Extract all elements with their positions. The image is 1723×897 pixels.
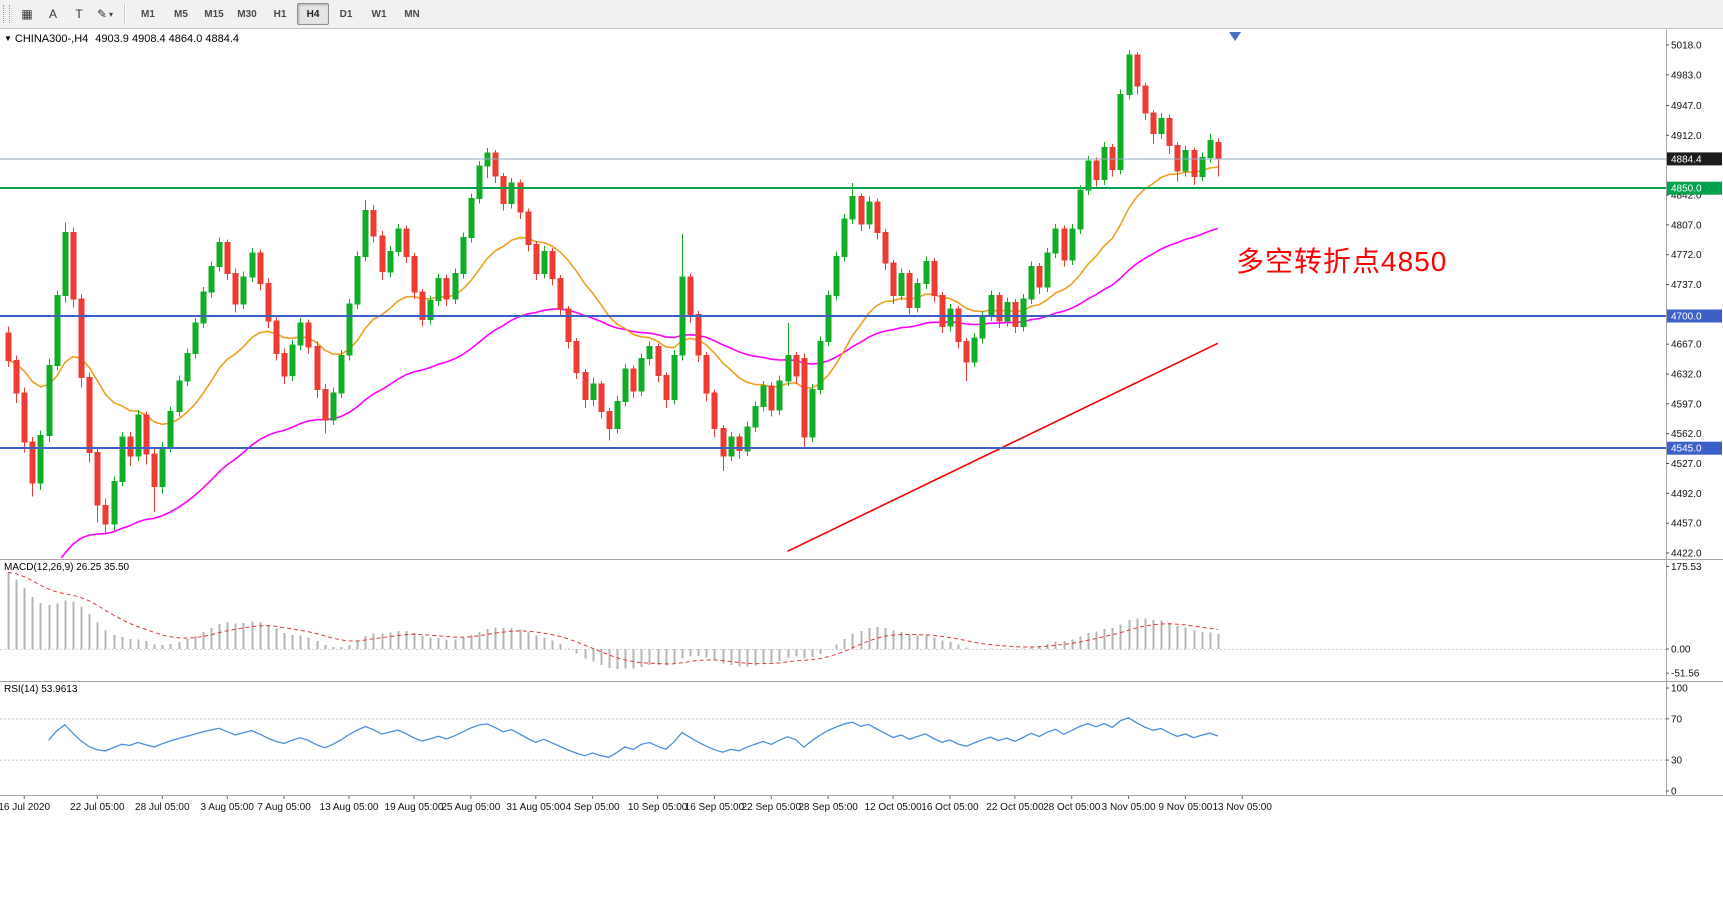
price-badge-label: 4700.0: [1671, 312, 1702, 323]
macd-scale-label: 175.53: [1671, 562, 1702, 573]
quote-ohlc-values: 4903.9 4908.4 4864.0 4884.4: [95, 33, 240, 45]
toolbar-separator: [124, 4, 126, 24]
price-badge-label: 4545.0: [1671, 444, 1702, 455]
rsi-scale-label: 100: [1671, 684, 1688, 695]
time-tick-label: 22 Oct 05:00: [986, 802, 1044, 813]
price-tick-label: 4492.0: [1671, 489, 1702, 500]
time-tick-label: 9 Nov 05:00: [1158, 802, 1212, 813]
time-tick-label: 28 Oct 05:00: [1043, 802, 1101, 813]
cursor-button[interactable]: A: [41, 2, 65, 26]
timeframe-mn-button[interactable]: MN: [404, 8, 420, 20]
macd-indicator-label: MACD(12,26,9) 26.25 35.50: [4, 562, 130, 573]
price-tick-label: 4912.0: [1671, 131, 1702, 142]
chart-main-panel[interactable]: [0, 30, 1666, 558]
cursor-a-icon: A: [48, 7, 57, 21]
price-tick-label: 4457.0: [1671, 519, 1702, 530]
timeframe-w1-button[interactable]: W1: [371, 8, 387, 20]
time-tick-label: 3 Aug 05:00: [201, 802, 255, 813]
price-tick-label: 4667.0: [1671, 340, 1702, 351]
time-tick-label: 7 Aug 05:00: [257, 802, 311, 813]
chart-shift-marker-icon[interactable]: [1229, 32, 1241, 41]
rsi-scale-label: 30: [1671, 756, 1683, 767]
text-tool-button[interactable]: T: [67, 2, 91, 26]
text-tool-icon: T: [75, 7, 83, 21]
time-tick-label: 22 Sep 05:00: [742, 802, 802, 813]
price-tick-label: 5018.0: [1671, 41, 1702, 52]
price-axis[interactable]: [1666, 30, 1723, 795]
price-tick-label: 4983.0: [1671, 70, 1702, 81]
price-badge: [1667, 441, 1722, 455]
price-tick-label: 4527.0: [1671, 459, 1702, 470]
rsi-panel[interactable]: [0, 682, 1666, 794]
price-badge: [1667, 181, 1722, 195]
macd-panel[interactable]: [0, 560, 1666, 680]
time-tick-label: 16 Sep 05:00: [685, 802, 745, 813]
toolbar: ▦ A T ✎ ▾ M1 M5 M15 M30 H1 H4 D1 W1 MN: [0, 0, 1723, 29]
price-tick-label: 4632.0: [1671, 370, 1702, 381]
price-tick-label: 4562.0: [1671, 429, 1702, 440]
chart-grid-icon: ▦: [21, 7, 33, 21]
rsi-line: [48, 717, 1219, 758]
timeframe-m15-button[interactable]: M15: [204, 8, 224, 20]
timeframe-m30-button[interactable]: M30: [237, 8, 257, 20]
symbol-expander-icon: ▼: [4, 34, 12, 43]
timeframe-m1-button[interactable]: M1: [141, 8, 155, 20]
time-tick-label: 31 Aug 05:00: [506, 802, 565, 813]
timeframe-h1-button[interactable]: H1: [273, 8, 287, 20]
price-badge-label: 4884.4: [1671, 154, 1702, 165]
price-badge-label: 4850.0: [1671, 184, 1702, 195]
price-tick-label: 4842.0: [1671, 191, 1702, 202]
time-tick-label: 12 Oct 05:00: [864, 802, 922, 813]
price-tick-label: 4422.0: [1671, 549, 1702, 560]
drawing-tools-button[interactable]: ✎ ▾: [93, 2, 117, 26]
price-tick-label: 4737.0: [1671, 280, 1702, 291]
rsi-scale-label: 70: [1671, 714, 1683, 725]
time-tick-label: 28 Jul 05:00: [135, 802, 190, 813]
time-axis[interactable]: [0, 796, 1723, 814]
price-tick-label: 4597.0: [1671, 399, 1702, 410]
time-tick-label: 16 Jul 2020: [0, 802, 50, 813]
price-tick-label: 4772.0: [1671, 250, 1702, 261]
time-tick-label: 19 Aug 05:00: [385, 802, 444, 813]
rsi-scale-label: 0: [1671, 787, 1677, 798]
time-tick-label: 28 Sep 05:00: [798, 802, 858, 813]
timeframe-m5-button[interactable]: M5: [174, 8, 188, 20]
macd-signal-line: [7, 571, 1218, 665]
macd-scale-label: -51.56: [1671, 669, 1700, 680]
time-tick-label: 22 Jul 05:00: [70, 802, 125, 813]
timeframe-d1-button[interactable]: D1: [339, 8, 353, 20]
timeframe-h4-button[interactable]: H4: [297, 3, 329, 25]
price-badge: [1667, 152, 1722, 166]
pencil-icon: ✎: [96, 7, 108, 21]
time-tick-label: 3 Nov 05:00: [1102, 802, 1156, 813]
chevron-down-icon: ▾: [109, 9, 114, 19]
time-tick-label: 13 Nov 05:00: [1212, 802, 1272, 813]
time-tick-label: 4 Sep 05:00: [566, 802, 620, 813]
chart-text-annotation[interactable]: 多空转折点4850: [1236, 246, 1448, 277]
quote-header: ▼ CHINA300-,H4 4903.9 4908.4 4864.0 4884.4: [4, 33, 239, 45]
macd-scale-label: 0.00: [1671, 645, 1691, 656]
time-tick-label: 13 Aug 05:00: [320, 802, 379, 813]
symbol-name: CHINA300-,H4: [14, 33, 89, 45]
price-badge: [1667, 309, 1722, 323]
rsi-indicator-label: RSI(14) 53.9613: [4, 684, 78, 695]
price-tick-label: 4807.0: [1671, 220, 1702, 231]
time-tick-label: 10 Sep 05:00: [628, 802, 688, 813]
timeframe-buttons: M1 M5 M15 M30 H1 H4 D1 W1 MN: [132, 3, 428, 25]
time-tick-label: 25 Aug 05:00: [441, 802, 500, 813]
charts-button[interactable]: ▦: [15, 2, 39, 26]
toolbar-gripper[interactable]: [3, 5, 10, 23]
price-tick-label: 4947.0: [1671, 101, 1702, 112]
time-tick-label: 16 Oct 05:00: [921, 802, 979, 813]
